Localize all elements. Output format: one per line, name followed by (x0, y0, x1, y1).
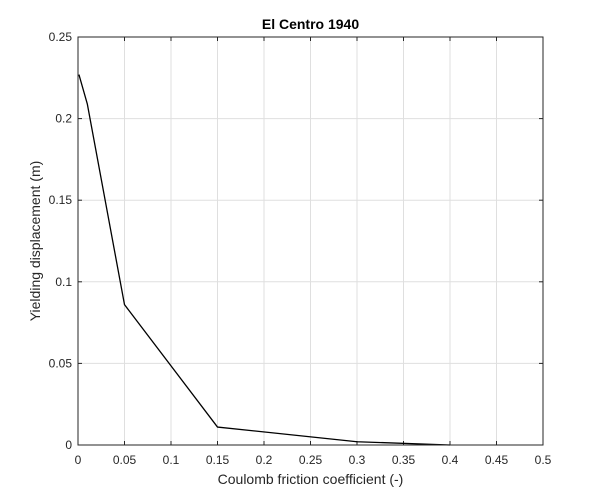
series-group (78, 74, 451, 446)
plot-frame (77, 36, 544, 446)
y-tick-labels: 0 0.05 0.1 0.15 0.2 0.25 (49, 30, 73, 452)
chart-title: El Centro 1940 (262, 16, 359, 32)
x-tick-label: 0 (75, 453, 82, 467)
x-tick-label: 0.15 (206, 453, 230, 467)
x-axis-label: Coulomb friction coefficient (-) (218, 471, 404, 487)
y-tick-label: 0 (65, 438, 72, 452)
x-tick-label: 0.45 (485, 453, 509, 467)
x-tick-label: 0.3 (349, 453, 366, 467)
series-line (78, 74, 451, 446)
x-tick-label: 0.1 (163, 453, 180, 467)
x-tick-label: 0.25 (299, 453, 323, 467)
x-tick-label: 0.5 (535, 453, 552, 467)
y-tick-label: 0.05 (49, 356, 73, 370)
x-tick-labels: 0 0.05 0.1 0.15 0.2 0.25 0.3 0.35 0.4 0.45 0.5 (75, 453, 552, 467)
x-tick-label: 0.35 (392, 453, 416, 467)
y-tick-label: 0.1 (55, 275, 72, 289)
tick-marks (77, 36, 544, 446)
y-tick-label: 0.15 (49, 193, 73, 207)
x-tick-label: 0.05 (113, 453, 137, 467)
y-tick-label: 0.2 (55, 112, 72, 126)
x-tick-label: 0.2 (256, 453, 273, 467)
y-axis-label: Yielding displacement (m) (27, 161, 43, 322)
y-tick-label: 0.25 (49, 30, 73, 44)
x-tick-label: 0.4 (442, 453, 459, 467)
